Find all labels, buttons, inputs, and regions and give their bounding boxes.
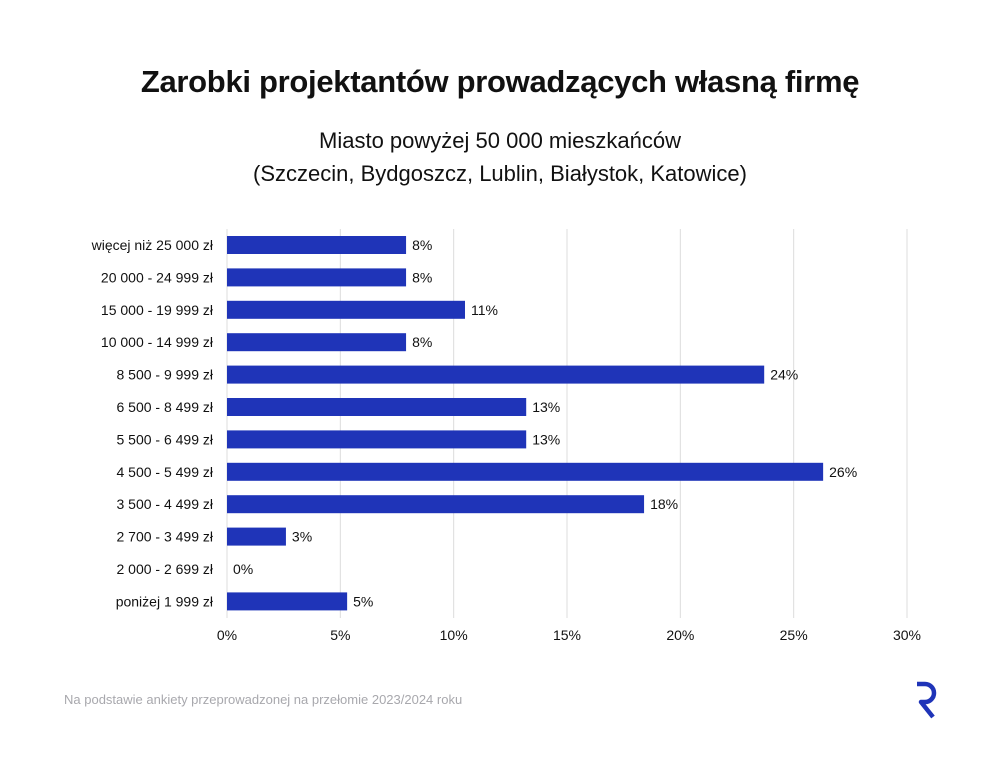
x-tick-label: 30% bbox=[893, 627, 921, 643]
data-label: 5% bbox=[353, 593, 373, 609]
chart-subtitle: Miasto powyżej 50 000 mieszkańców (Szcze… bbox=[0, 124, 1000, 190]
data-label: 24% bbox=[770, 367, 798, 383]
category-label: 2 700 - 3 499 zł bbox=[116, 529, 213, 545]
category-label: 8 500 - 9 999 zł bbox=[116, 367, 213, 383]
category-label: więcej niż 25 000 zł bbox=[91, 237, 214, 253]
data-label: 0% bbox=[233, 561, 253, 577]
x-tick-label: 5% bbox=[330, 627, 350, 643]
data-label: 8% bbox=[412, 269, 432, 285]
bar bbox=[227, 462, 824, 481]
bar bbox=[227, 495, 645, 514]
data-label: 18% bbox=[650, 496, 678, 512]
bar bbox=[227, 333, 407, 352]
category-label: 15 000 - 19 999 zł bbox=[101, 302, 214, 318]
category-label: poniżej 1 999 zł bbox=[116, 593, 214, 609]
data-label: 8% bbox=[412, 237, 432, 253]
chart-title: Zarobki projektantów prowadzących własną… bbox=[140, 64, 860, 99]
x-tick-label: 20% bbox=[666, 627, 694, 643]
category-label: 6 500 - 8 499 zł bbox=[116, 399, 213, 415]
category-label: 20 000 - 24 999 zł bbox=[101, 269, 214, 285]
bar bbox=[227, 268, 407, 287]
x-tick-label: 25% bbox=[780, 627, 808, 643]
footnote: Na podstawie ankiety przeprowadzonej na … bbox=[64, 692, 463, 707]
data-label: 3% bbox=[292, 529, 312, 545]
category-label: 5 500 - 6 499 zł bbox=[116, 431, 213, 447]
category-label: 10 000 - 14 999 zł bbox=[101, 334, 214, 350]
bar bbox=[227, 300, 465, 319]
bar bbox=[227, 398, 527, 416]
data-label: 8% bbox=[412, 334, 432, 350]
data-label: 11% bbox=[471, 302, 498, 318]
data-label: 26% bbox=[829, 464, 857, 480]
category-label: 4 500 - 5 499 zł bbox=[116, 464, 213, 480]
x-tick-label: 0% bbox=[217, 627, 237, 643]
bar bbox=[227, 236, 407, 254]
x-tick-label: 10% bbox=[440, 627, 468, 643]
data-label: 13% bbox=[532, 431, 560, 447]
bar bbox=[227, 527, 286, 546]
category-label: 2 000 - 2 699 zł bbox=[116, 561, 213, 577]
x-tick-label: 15% bbox=[553, 627, 581, 643]
category-label: 3 500 - 4 499 zł bbox=[116, 496, 213, 512]
subtitle-line-1: Miasto powyżej 50 000 mieszkańców bbox=[319, 128, 681, 153]
data-label: 13% bbox=[532, 399, 560, 415]
bar bbox=[227, 592, 348, 611]
r-logo-icon bbox=[917, 681, 937, 719]
bar bbox=[227, 365, 765, 384]
subtitle-line-2: (Szczecin, Bydgoszcz, Lublin, Białystok,… bbox=[253, 161, 747, 186]
bar bbox=[227, 430, 527, 449]
